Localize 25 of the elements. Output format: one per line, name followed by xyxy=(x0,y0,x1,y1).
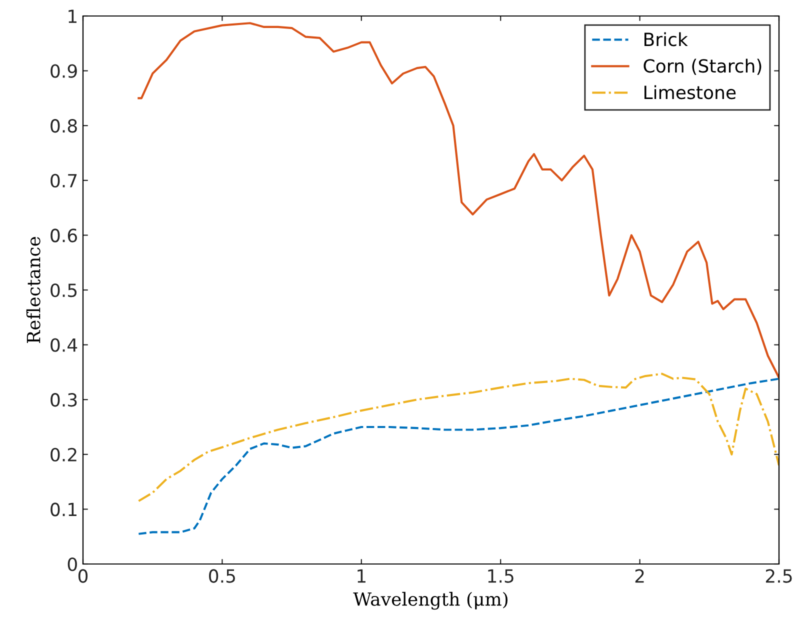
y-tick-label: 0.3 xyxy=(50,393,77,407)
x-tick-label: 0.5 xyxy=(209,569,235,583)
x-axis-title: Wavelength (μm) xyxy=(353,592,508,610)
x-tick-label: 2.5 xyxy=(766,569,792,583)
line-series xyxy=(138,378,779,535)
y-tick-label: 0.8 xyxy=(50,119,77,133)
legend-label: Corn (Starch) xyxy=(644,58,762,75)
y-tick-label: 0.2 xyxy=(50,448,76,462)
x-tick-label: 2 xyxy=(635,569,644,583)
y-tick-label: 0.9 xyxy=(50,64,77,78)
x-tick-label: 1 xyxy=(358,569,366,583)
legend-label: Brick xyxy=(644,32,688,46)
legend-label: Limestone xyxy=(644,85,736,100)
y-tick-label: 0.6 xyxy=(50,228,78,242)
y-tick-label: 0.1 xyxy=(50,502,76,516)
x-tick-label: 1.5 xyxy=(488,569,514,583)
y-tick-label: 0.5 xyxy=(50,283,77,298)
x-tick-label: 0 xyxy=(78,569,88,583)
y-tick-label: 1 xyxy=(68,10,76,23)
y-tick-label: 0.7 xyxy=(50,174,77,188)
line-series xyxy=(138,22,779,379)
y-tick-label: 0.4 xyxy=(50,338,78,352)
line-series xyxy=(138,372,779,502)
y-axis-title: Reflectance xyxy=(26,236,40,343)
y-tick-label: 0 xyxy=(68,557,77,572)
